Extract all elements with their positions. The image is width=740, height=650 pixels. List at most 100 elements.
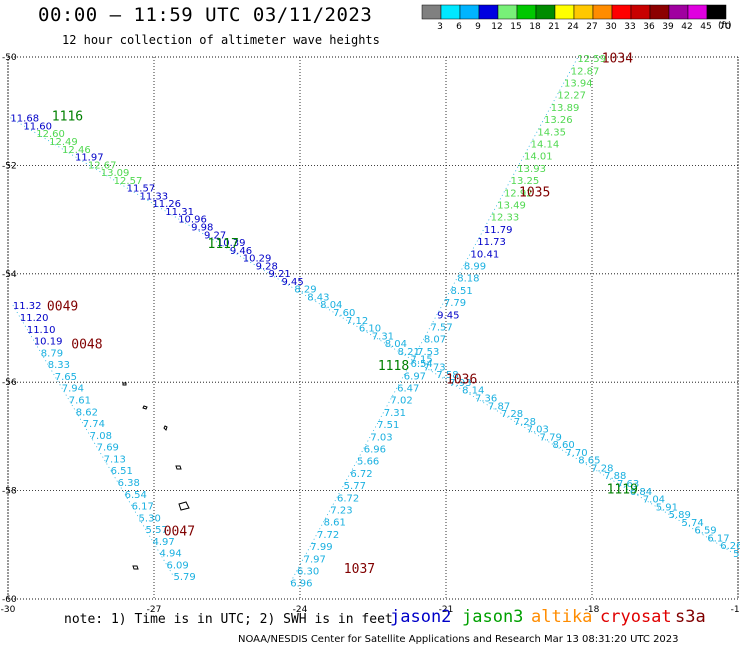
wave-height-value: 7.73 (423, 362, 445, 373)
wave-height-value: 5.89 (669, 510, 691, 521)
wave-height-value: 10.96 (178, 215, 207, 226)
lat-tick-label: -58 (2, 487, 17, 497)
wave-height-value: 6.84 (630, 487, 652, 498)
wave-height-value: 7.04 (643, 495, 665, 506)
wave-height-value: 13.49 (497, 200, 526, 211)
legend-swatch (592, 4, 613, 20)
wave-height-value: 7.03 (527, 425, 549, 436)
legend-swatch-label: 18 (529, 22, 541, 32)
pass-number-label: 1116 (52, 110, 83, 125)
wave-height-value: 13.09 (101, 168, 130, 179)
wave-height-value: 12.92 (504, 188, 533, 199)
track-line (10, 117, 734, 554)
wave-height-value: 11.31 (165, 207, 194, 218)
legend-swatch-label: 42 (681, 22, 692, 32)
wave-height-value: 12.87 (571, 66, 600, 77)
legend-swatch-label: 27 (586, 22, 597, 32)
island-shape (163, 425, 168, 431)
pass-number-label: 1034 (602, 52, 633, 67)
islands (122, 382, 190, 570)
legend-swatch (630, 4, 651, 20)
pass-number-label: 0049 (47, 299, 78, 314)
wave-height-value: 7.63 (617, 479, 639, 490)
legend-swatch (516, 4, 537, 20)
legend-swatch-label: 45 (700, 22, 711, 32)
satellite-jason3: jason3 (462, 607, 524, 627)
island-shape (132, 565, 139, 570)
legend-swatch-label: 30 (605, 22, 617, 32)
island-shape (142, 405, 148, 410)
legend-swatch (440, 4, 461, 20)
legend-swatch-label: 39 (662, 22, 674, 32)
legend-swatch (687, 4, 708, 20)
wave-height-value: 9.45 (437, 310, 459, 321)
wave-height-value: 7.51 (377, 420, 399, 431)
pass-number-label: 1036 (446, 372, 477, 387)
wave-height-value: 12.27 (557, 91, 586, 102)
legend-swatch-label: 3 (437, 22, 443, 32)
legend-swatch-label: 15 (510, 22, 521, 32)
wave-height-value: 7.69 (97, 443, 119, 454)
page-subtitle: 12 hour collection of altimeter wave hei… (62, 33, 380, 47)
pass-number-label: 1117 (208, 237, 239, 252)
wave-height-value: 7.97 (304, 554, 326, 565)
wave-height-value: 8.51 (451, 286, 473, 297)
wave-height-value: 7.88 (604, 471, 626, 482)
wave-height-value: 6.72 (350, 469, 372, 480)
track-labels: 1116 1117 1118 1119 1034 1035 1036 1037 0049 0048… (47, 52, 638, 578)
color-scale-legend: 3 6 9 12 15 18 21 24 27 30 33 36 39 42 45 70 (421, 4, 731, 32)
wave-height-value: 7.79 (540, 432, 562, 443)
lon-tick-label: -15 (731, 605, 740, 615)
wave-height-value: 7.31 (372, 331, 394, 342)
wave-height-value: 10.19 (34, 337, 63, 348)
wave-height-value: 7.15 (410, 355, 432, 366)
legend-swatch (421, 4, 442, 20)
lat-tick-label: -52 (2, 161, 17, 171)
legend-units: (ft) (718, 21, 732, 31)
legend-swatch (706, 4, 727, 20)
wave-height-value: 7.03 (370, 432, 392, 443)
wave-height-value: 12.49 (49, 137, 78, 148)
wave-height-value: 11.33 (139, 191, 168, 202)
wave-height-value: 8.43 (307, 292, 329, 303)
legend-swatch-label: 33 (624, 22, 635, 32)
wave-height-value: 11.79 (484, 225, 513, 236)
wave-height-value: 6.54 (410, 359, 432, 370)
wave-height-value: 6.72 (337, 493, 359, 504)
pass-number-label: 0048 (71, 337, 102, 352)
wave-height-value: 7.74 (83, 419, 105, 430)
wave-height-value: 12.60 (36, 129, 65, 140)
pass-number-label: 1118 (378, 359, 409, 374)
wave-height-value: 7.94 (62, 384, 84, 395)
wave-height-value: 6.10 (359, 324, 381, 335)
wave-height-value: 7.79 (444, 298, 466, 309)
wave-height-value: 7.60 (333, 308, 355, 319)
wave-height-value: 13.89 (551, 103, 580, 114)
satellite-cryosat: cryosat (600, 607, 672, 627)
pass-number-label: 1119 (607, 483, 638, 498)
wave-height-value: 8.65 (578, 456, 600, 467)
wave-height-value: 12.57 (114, 176, 143, 187)
wave-height-value: 7.93 (449, 378, 471, 389)
wave-height-value: 11.73 (477, 237, 506, 248)
wave-height-value: 5.57 (146, 525, 168, 536)
wave-height-value: 11.20 (20, 313, 49, 324)
wave-height-value: 6.47 (397, 384, 419, 395)
legend-swatch (535, 4, 556, 20)
wave-height-value: 7.08 (90, 431, 112, 442)
wave-height-value: 9.98 (191, 223, 213, 234)
wave-height-value: 5.62 (733, 549, 740, 560)
wave-height-value: 12.46 (62, 145, 91, 156)
track-line (12, 305, 174, 577)
wave-height-value: 10.29 (243, 254, 272, 265)
wave-height-value: 6.51 (111, 466, 133, 477)
wave-height-value: 14.01 (524, 152, 553, 163)
wave-height-value: 11.32 (13, 301, 42, 312)
legend-swatch-label: 24 (567, 22, 579, 32)
wave-height-value: 8.14 (462, 386, 484, 397)
wave-height-value: 13.26 (544, 115, 573, 126)
lon-tick-label: -27 (147, 605, 162, 615)
lat-tick-label: -60 (2, 595, 17, 605)
legend-swatch (649, 4, 670, 20)
legend-swatch-label: 9 (475, 22, 481, 32)
